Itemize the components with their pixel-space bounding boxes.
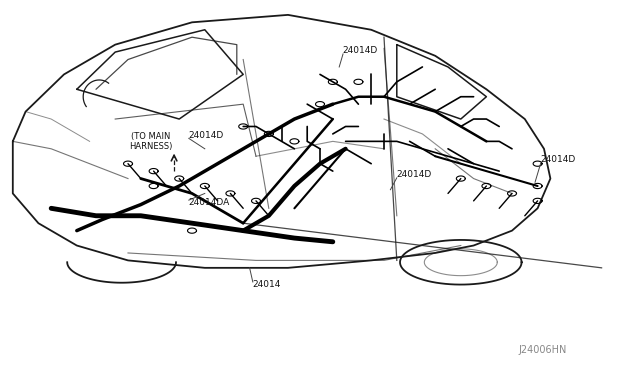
Text: 24014D: 24014D <box>189 131 224 140</box>
Text: 24014DA: 24014DA <box>189 198 230 207</box>
Text: 24014: 24014 <box>253 280 281 289</box>
Text: (TO MAIN
HARNESS): (TO MAIN HARNESS) <box>129 132 172 151</box>
Text: J24006HN: J24006HN <box>518 345 566 355</box>
Text: 24014D: 24014D <box>342 46 378 55</box>
Text: 24014D: 24014D <box>541 155 576 164</box>
Text: 24014D: 24014D <box>397 170 432 179</box>
